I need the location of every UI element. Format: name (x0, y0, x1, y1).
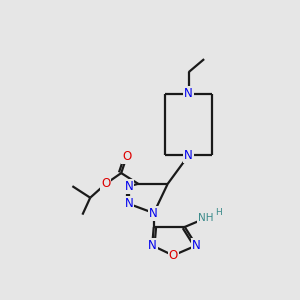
Text: N: N (184, 149, 193, 162)
Text: N: N (148, 239, 157, 252)
Text: N: N (192, 239, 201, 252)
Text: N: N (184, 87, 193, 100)
Text: N: N (149, 207, 158, 220)
Text: NH: NH (197, 213, 213, 223)
Text: N: N (124, 180, 133, 193)
Text: N: N (124, 197, 133, 210)
Text: O: O (169, 249, 178, 262)
Text: O: O (122, 150, 131, 164)
Text: H: H (215, 208, 222, 217)
Text: O: O (101, 177, 110, 190)
